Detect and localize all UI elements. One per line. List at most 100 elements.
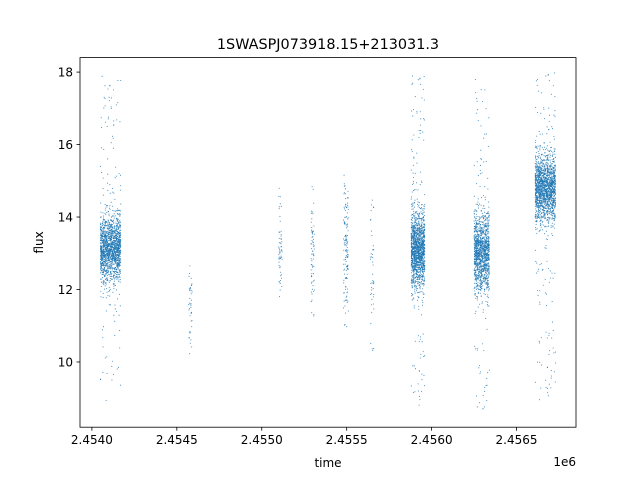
data-point: [412, 365, 414, 367]
data-point: [106, 223, 108, 225]
data-point: [103, 246, 105, 248]
data-point: [415, 264, 417, 266]
data-point: [312, 258, 314, 260]
data-point: [107, 267, 109, 269]
data-point: [416, 261, 418, 263]
data-point: [410, 219, 412, 221]
data-point: [477, 245, 480, 247]
data-point: [417, 206, 419, 208]
data-point: [475, 274, 477, 276]
data-point: [345, 248, 347, 250]
data-point: [479, 303, 481, 305]
data-point: [414, 280, 416, 282]
data-point: [419, 281, 421, 283]
data-point: [110, 219, 113, 221]
data-point: [476, 97, 478, 100]
data-point: [107, 233, 109, 235]
data-point: [119, 258, 121, 261]
data-point: [474, 227, 476, 229]
data-point: [280, 235, 282, 237]
data-point: [420, 265, 422, 267]
data-point: [112, 147, 115, 149]
data-point: [418, 341, 420, 343]
data-point: [120, 79, 122, 81]
data-point: [344, 241, 346, 243]
data-point: [418, 245, 420, 247]
data-point: [474, 217, 476, 219]
data-point: [423, 240, 425, 242]
data-point: [107, 295, 109, 297]
data-point: [117, 249, 119, 251]
data-point: [485, 254, 488, 256]
data-point: [423, 250, 425, 252]
data-point: [485, 222, 487, 225]
data-point: [105, 310, 107, 312]
data-point: [117, 79, 119, 81]
data-point: [477, 266, 479, 268]
data-point: [115, 243, 117, 245]
data-point: [477, 228, 479, 230]
data-point: [110, 256, 112, 258]
data-point: [119, 233, 121, 235]
data-point: [424, 228, 426, 231]
data-point: [413, 210, 415, 212]
data-point: [417, 283, 419, 285]
data-point: [117, 230, 119, 232]
data-point: [422, 292, 424, 294]
data-point: [420, 254, 422, 256]
data-point: [413, 212, 415, 214]
data-point: [113, 192, 115, 194]
data-point: [415, 250, 417, 253]
data-point: [487, 294, 489, 296]
data-point: [486, 239, 488, 241]
data-point: [109, 184, 111, 186]
data-point: [482, 394, 484, 397]
data-point: [103, 265, 105, 267]
data-point: [422, 212, 424, 214]
data-point: [486, 213, 488, 215]
data-point: [414, 268, 416, 270]
data-point: [480, 251, 482, 253]
data-point: [476, 100, 478, 102]
data-point: [112, 240, 114, 242]
data-point: [422, 242, 424, 244]
data-point: [486, 256, 489, 258]
data-point: [415, 255, 417, 257]
data-point: [347, 217, 349, 219]
data-point: [422, 333, 424, 335]
data-point: [413, 228, 415, 230]
data-point: [476, 255, 479, 257]
data-point: [106, 182, 109, 184]
data-point: [280, 256, 282, 259]
data-point: [420, 229, 422, 232]
data-point: [119, 305, 121, 307]
data-point: [278, 281, 280, 283]
data-point: [484, 390, 486, 393]
data-point: [117, 268, 119, 270]
data-point: [479, 260, 482, 262]
data-point: [416, 223, 418, 225]
data-point: [101, 226, 103, 228]
data-point: [107, 249, 109, 251]
data-point: [478, 402, 481, 404]
data-point: [99, 278, 102, 280]
data-point: [346, 255, 349, 257]
data-point: [414, 199, 416, 201]
data-point: [420, 249, 422, 252]
data-point: [104, 256, 106, 258]
data-point: [488, 117, 490, 119]
data-point: [278, 242, 281, 244]
data-point: [484, 230, 486, 232]
data-point: [415, 290, 418, 292]
data-point: [103, 279, 105, 282]
data-point: [109, 233, 111, 235]
data-point: [116, 236, 118, 238]
data-point: [278, 264, 280, 266]
data-point: [370, 282, 372, 285]
data-point: [473, 195, 475, 197]
data-point: [108, 227, 110, 229]
data-point: [423, 285, 425, 287]
data-point: [416, 228, 418, 230]
data-point: [413, 157, 415, 159]
data-point: [310, 282, 313, 284]
